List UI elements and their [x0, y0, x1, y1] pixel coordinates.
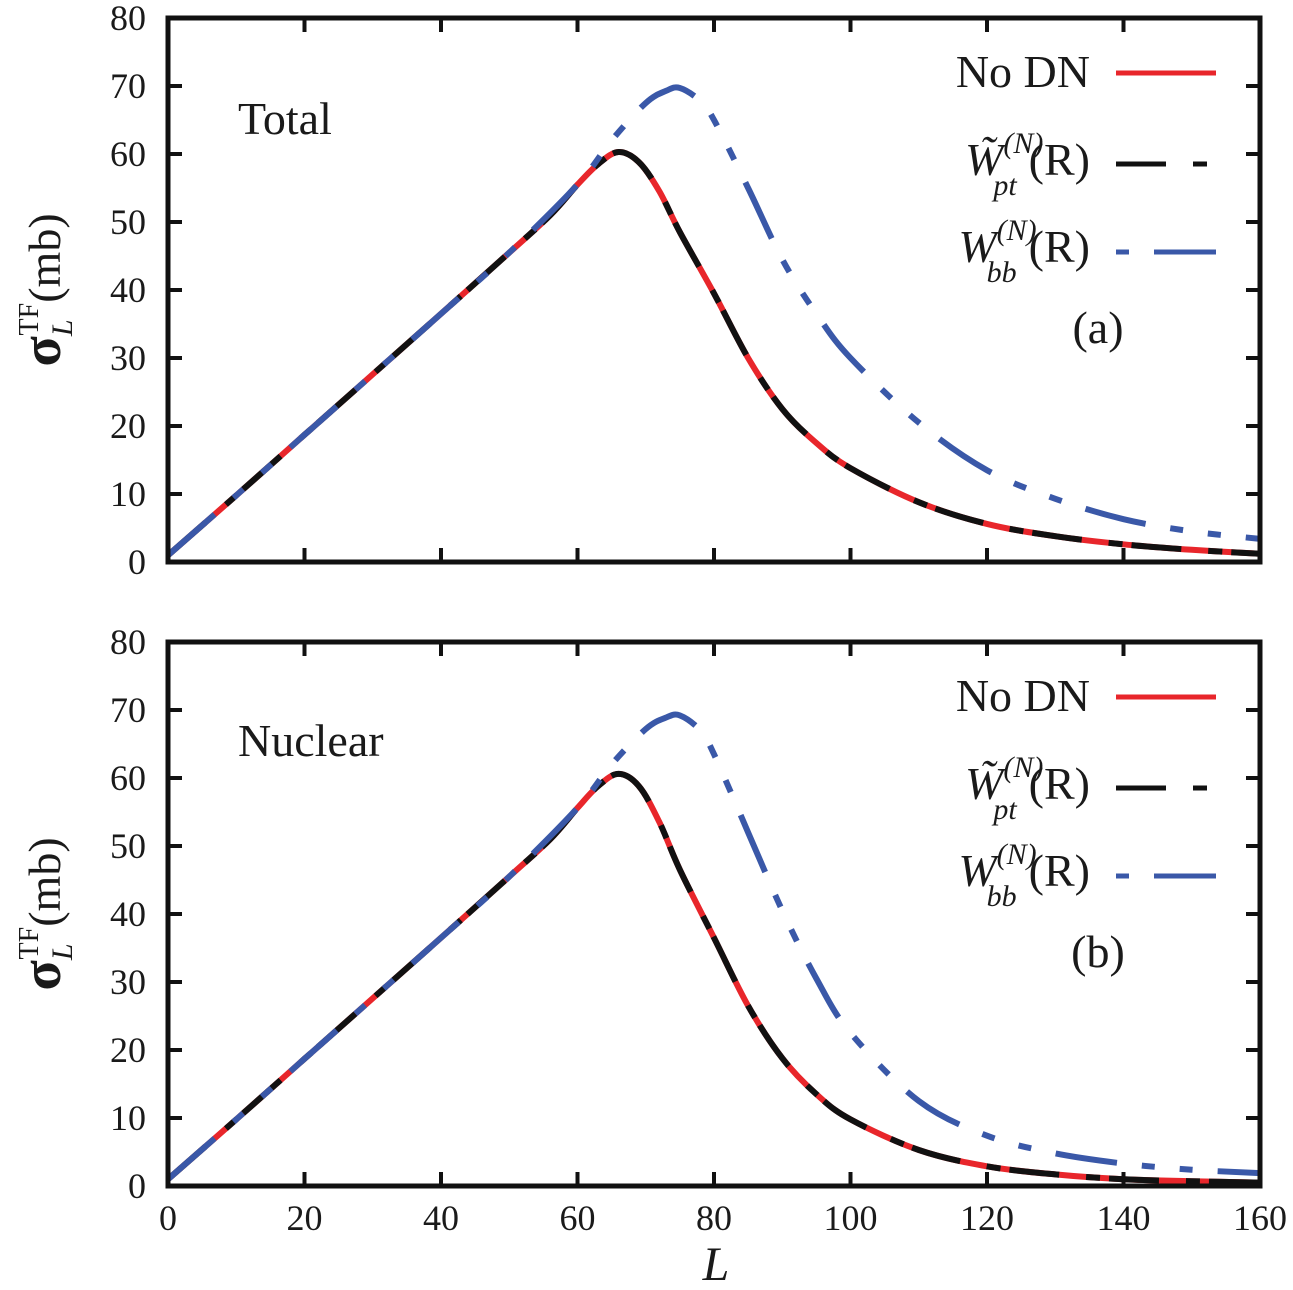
y-tick-label: 0: [128, 1166, 146, 1206]
y-axis-label-total: σLTF(mb): [11, 213, 79, 366]
x-tick-label: 20: [287, 1198, 323, 1238]
series-line-no-dn: [166, 148, 1261, 558]
legend-label-w-bb: W(N) bb(R): [958, 838, 1090, 913]
curves-nuclear: [166, 711, 1261, 1186]
x-tick-label: 140: [1097, 1198, 1151, 1238]
panel-label-b: (b): [1071, 926, 1125, 977]
y-axis-label-nuclear: σLTF(mb): [11, 837, 79, 990]
legend-label-w-bb: W(N) bb(R): [958, 214, 1090, 289]
legend-item-w-pt: W̃(N) pt(R): [965, 751, 1216, 826]
y-tick-label: 50: [110, 826, 146, 866]
y-tick-label: 20: [110, 406, 146, 446]
y-tick-label: 30: [110, 338, 146, 378]
x-tick-label: 100: [824, 1198, 878, 1238]
legend-total: No DN W̃(N) pt(R) W(N) bb(R): [956, 46, 1216, 289]
x-tick-label: 120: [960, 1198, 1014, 1238]
legend-label-no-dn: No DN: [956, 670, 1090, 721]
y-tick-label: 20: [110, 1030, 146, 1070]
ticks-total: [168, 18, 1260, 562]
y-tick-label: 60: [110, 134, 146, 174]
series-line-w-pt: [166, 148, 1261, 558]
x-axis-label: L: [702, 1238, 730, 1290]
x-tick-label: 60: [560, 1198, 596, 1238]
legend-item-no-dn: No DN: [956, 46, 1216, 97]
x-tick-label: 40: [423, 1198, 459, 1238]
y-tick-label: 80: [110, 622, 146, 662]
y-tick-label: 70: [110, 66, 146, 106]
y-tick-labels-nuclear: 0 10 20 30 40 50 60 70 80: [110, 622, 146, 1206]
legend-nuclear: No DN W̃(N) pt(R) W(N) bb(R): [956, 670, 1216, 913]
y-tick-label: 80: [110, 0, 146, 38]
y-tick-label: 40: [110, 270, 146, 310]
legend-label-no-dn: No DN: [956, 46, 1090, 97]
y-tick-label: 70: [110, 690, 146, 730]
legend-item-no-dn: No DN: [956, 670, 1216, 721]
panel-title-nuclear: Nuclear: [238, 715, 384, 766]
legend-label-w-pt: W̃(N) pt(R): [965, 127, 1090, 202]
panel-title-total: Total: [238, 93, 332, 144]
curves-total: [166, 84, 1261, 558]
legend-item-w-bb: W(N) bb(R): [958, 838, 1216, 913]
y-tick-label: 40: [110, 894, 146, 934]
series-line-w-pt: [166, 770, 1261, 1186]
y-tick-label: 50: [110, 202, 146, 242]
legend-item-w-bb: W(N) bb(R): [958, 214, 1216, 289]
y-tick-label: 0: [128, 542, 146, 582]
ticks-nuclear: [168, 642, 1260, 1186]
panel-total: 0 10 20 30 40 50 60 70 80 Total (a) No DN W̃(N) p…: [11, 0, 1263, 582]
y-tick-label: 60: [110, 758, 146, 798]
legend-item-w-pt: W̃(N) pt(R): [965, 127, 1216, 202]
y-tick-label: 10: [110, 474, 146, 514]
legend-label-w-pt: W̃(N) pt(R): [965, 751, 1090, 826]
y-tick-label: 30: [110, 962, 146, 1002]
y-tick-labels-total: 0 10 20 30 40 50 60 70 80: [110, 0, 146, 582]
x-tick-label: 0: [159, 1198, 177, 1238]
x-tick-labels: 0 20 40 60 80 100 120 140 160: [159, 1198, 1287, 1238]
series-line-no-dn: [166, 770, 1261, 1186]
panel-label-a: (a): [1072, 302, 1123, 353]
x-tick-label: 160: [1233, 1198, 1287, 1238]
y-tick-label: 10: [110, 1098, 146, 1138]
x-tick-label: 80: [696, 1198, 732, 1238]
